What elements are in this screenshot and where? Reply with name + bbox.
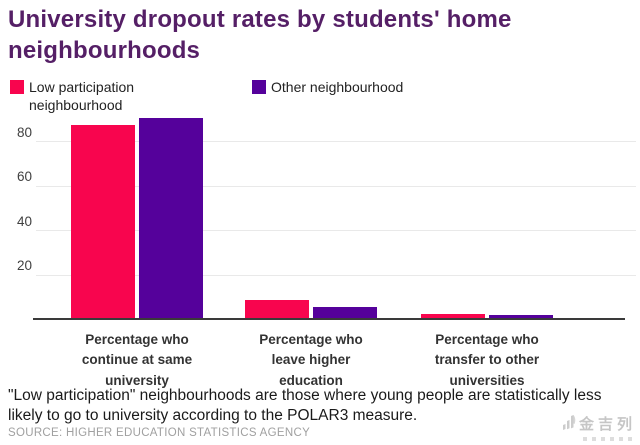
bar-low-participation-3 <box>421 314 485 320</box>
legend-label: Low participation neighbourhood <box>29 79 135 113</box>
y-axis-tick-labels: 20 40 60 80 <box>6 98 32 320</box>
bar-low-participation-1 <box>71 124 135 320</box>
watermark-text: 金吉列 <box>578 416 636 433</box>
footnote-text: "Low participation" neighbourhoods are t… <box>8 387 602 425</box>
category-label-1: Percentage who continue at same universi… <box>81 332 193 388</box>
bar-other-1 <box>139 117 203 320</box>
gridline-60 <box>36 185 636 187</box>
plot-area <box>36 98 636 320</box>
category-label-3: Percentage who transfer to other univers… <box>434 332 540 388</box>
y-tick-label-20: 20 <box>16 258 32 274</box>
watermark: 金吉列 <box>561 412 636 441</box>
bar-group-2 <box>245 98 377 320</box>
watermark-subtext-dots <box>583 437 632 441</box>
chart-title: University dropout rates by students' ho… <box>8 6 512 65</box>
gridline-40 <box>36 230 636 232</box>
y-tick-label-40: 40 <box>16 213 32 229</box>
x-axis-line <box>33 318 625 320</box>
chart-legend: Low participation neighbourhood Other ne… <box>0 79 640 113</box>
y-tick-label-80: 80 <box>16 124 32 140</box>
bar-group-1 <box>71 98 203 320</box>
legend-item-other: Other neighbourhood <box>252 79 403 97</box>
bar-group-3 <box>421 98 553 320</box>
bar-low-participation-2 <box>245 300 309 320</box>
bar-other-2 <box>313 306 377 320</box>
bar-other-3 <box>489 315 553 320</box>
legend-swatch-purple <box>252 80 266 94</box>
y-tick-label-60: 60 <box>16 169 32 185</box>
legend-item-low-participation: Low participation neighbourhood <box>10 79 134 115</box>
gridline-80 <box>36 141 636 143</box>
gridline-20 <box>36 274 636 276</box>
legend-label: Other neighbourhood <box>271 79 404 95</box>
legend-swatch-pink <box>10 80 24 94</box>
jinjilie-logo-icon <box>561 412 577 435</box>
source-text: SOURCE: HIGHER EDUCATION STATISTICS AGEN… <box>8 427 311 439</box>
category-label-2: Percentage who leave higher education <box>259 332 363 388</box>
